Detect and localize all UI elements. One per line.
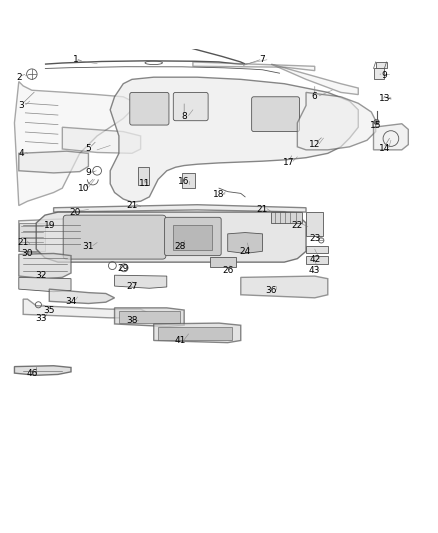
Text: 22: 22 [292,221,303,230]
FancyBboxPatch shape [165,217,221,256]
Text: 34: 34 [65,297,77,306]
Text: 33: 33 [35,314,46,323]
Text: 24: 24 [240,247,251,256]
Bar [158,327,232,340]
Text: 21: 21 [18,238,29,247]
PathPatch shape [19,277,71,292]
Bar [119,311,180,323]
Text: 26: 26 [222,266,233,276]
Text: 18: 18 [213,190,225,199]
PathPatch shape [271,64,358,94]
Text: 36: 36 [265,286,277,295]
Text: 31: 31 [83,243,94,252]
Text: 29: 29 [117,264,129,273]
Text: 21: 21 [257,205,268,214]
Text: 16: 16 [178,177,190,186]
FancyBboxPatch shape [63,215,166,259]
Text: 3: 3 [18,101,24,110]
Text: 11: 11 [139,179,151,188]
PathPatch shape [115,308,184,327]
PathPatch shape [115,275,167,288]
Bar [374,68,385,79]
Text: 14: 14 [379,144,390,154]
Text: 2: 2 [16,72,21,82]
FancyBboxPatch shape [130,92,169,125]
Text: 9: 9 [85,168,91,177]
PathPatch shape [49,289,115,303]
Bar [138,167,149,184]
PathPatch shape [36,212,306,262]
PathPatch shape [297,92,376,150]
Text: 32: 32 [35,271,46,280]
Text: 9: 9 [381,70,387,79]
PathPatch shape [193,62,315,71]
PathPatch shape [23,299,149,318]
PathPatch shape [53,205,306,212]
Bar [210,257,237,266]
Bar [306,212,323,236]
Text: 43: 43 [309,266,321,276]
Text: 35: 35 [43,305,55,314]
PathPatch shape [19,254,71,279]
PathPatch shape [228,232,262,254]
Text: 1: 1 [73,55,78,64]
Text: 12: 12 [309,140,321,149]
Bar [173,225,212,250]
Text: 7: 7 [260,55,265,64]
Text: 13: 13 [378,94,390,103]
Text: 4: 4 [18,149,24,158]
PathPatch shape [19,151,88,173]
Bar [306,246,328,254]
FancyBboxPatch shape [173,92,208,120]
Text: 15: 15 [370,120,381,130]
Text: 5: 5 [85,144,91,154]
PathPatch shape [374,124,408,150]
Text: 17: 17 [283,158,294,166]
PathPatch shape [110,77,358,202]
PathPatch shape [14,366,71,375]
PathPatch shape [19,219,88,254]
Text: 28: 28 [174,243,186,252]
Text: 6: 6 [312,92,318,101]
PathPatch shape [62,127,141,154]
Text: 8: 8 [181,112,187,121]
Text: 20: 20 [70,207,81,216]
Text: 46: 46 [26,369,38,377]
Bar [376,62,387,68]
Bar [182,173,195,188]
Bar [271,212,302,223]
Circle shape [374,119,379,125]
PathPatch shape [241,276,328,298]
FancyBboxPatch shape [252,97,300,132]
PathPatch shape [14,82,132,206]
Text: 23: 23 [309,233,321,243]
Text: 21: 21 [126,201,138,210]
Text: 42: 42 [309,255,320,264]
Bar [306,256,328,264]
Text: 27: 27 [126,281,138,290]
Text: 41: 41 [174,336,186,345]
Bar [19,223,45,251]
PathPatch shape [154,323,241,343]
Text: 10: 10 [78,184,90,192]
Text: 30: 30 [22,249,33,258]
Text: 19: 19 [43,221,55,230]
Text: 38: 38 [126,317,138,326]
